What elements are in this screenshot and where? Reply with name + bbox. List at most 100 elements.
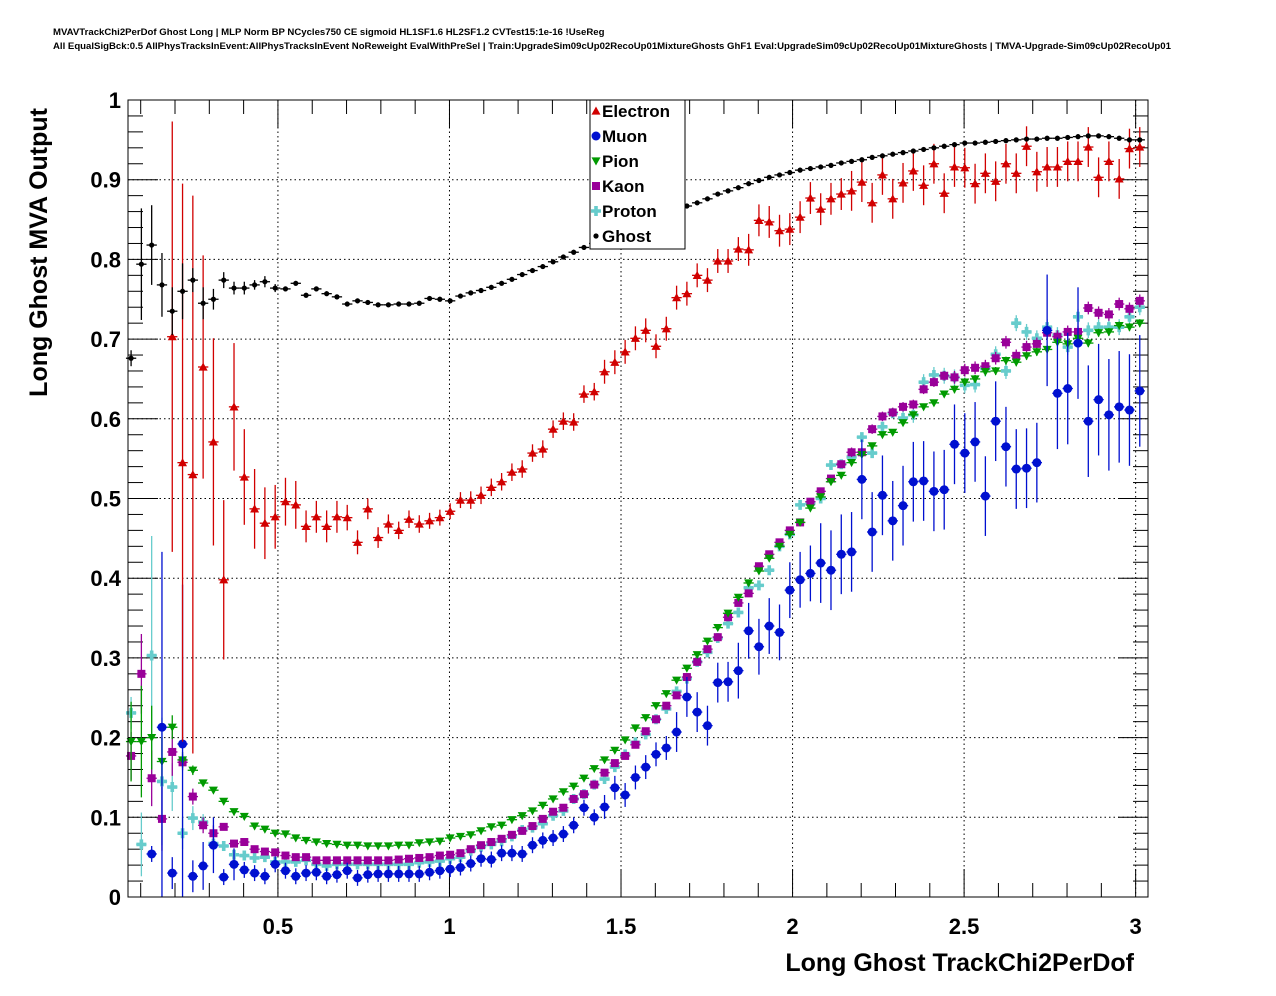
data-point-proton xyxy=(723,618,734,629)
data-point-pion xyxy=(651,702,661,711)
data-point-kaon xyxy=(374,856,383,865)
data-point-kaon xyxy=(1084,304,1093,313)
data-point-pion xyxy=(1124,323,1134,332)
data-point-ghost xyxy=(540,263,546,270)
data-point-ghost xyxy=(766,174,772,180)
data-point-pion xyxy=(1022,352,1032,361)
data-point-muon xyxy=(960,448,970,458)
x-tick-label: 0.5 xyxy=(263,914,294,939)
data-point-kaon xyxy=(281,851,290,860)
data-point-pion xyxy=(208,786,218,795)
data-point-electron xyxy=(517,464,527,473)
data-point-pion xyxy=(764,554,774,563)
data-point-ghost xyxy=(262,279,268,285)
data-point-electron xyxy=(713,256,723,265)
data-point-electron xyxy=(610,357,620,366)
data-point-pion xyxy=(404,841,414,850)
data-point-pion xyxy=(188,766,198,775)
data-point-muon xyxy=(1032,458,1042,468)
data-point-electron xyxy=(980,168,990,177)
data-point-ghost xyxy=(406,301,412,307)
data-point-kaon xyxy=(487,838,496,847)
data-point-pion xyxy=(435,837,445,846)
data-point-muon xyxy=(1124,405,1134,415)
data-point-pion xyxy=(558,788,568,797)
data-point-muon xyxy=(1104,410,1114,420)
data-point-proton xyxy=(733,607,744,618)
data-point-proton xyxy=(970,379,981,390)
data-point-ghost xyxy=(1054,135,1061,141)
data-point-electron xyxy=(795,212,805,221)
data-point-proton xyxy=(877,421,888,432)
data-point-electron xyxy=(970,179,980,188)
data-point-kaon xyxy=(1022,343,1031,352)
data-point-muon xyxy=(157,722,167,732)
data-point-muon xyxy=(538,835,548,845)
data-point-pion xyxy=(836,471,846,480)
data-point-ghost xyxy=(251,282,258,288)
data-point-proton xyxy=(1083,325,1094,336)
data-point-kaon xyxy=(240,838,249,847)
data-point-kaon xyxy=(940,371,949,380)
data-point-muon xyxy=(497,848,507,858)
data-point-electron xyxy=(394,525,404,534)
data-point-ghost xyxy=(519,271,525,278)
legend-marker-kaon xyxy=(592,182,600,190)
data-point-muon xyxy=(610,783,620,793)
data-point-pion xyxy=(1083,339,1093,348)
data-point-electron xyxy=(939,188,949,197)
data-point-muon xyxy=(394,869,404,879)
data-point-muon xyxy=(795,575,805,585)
chart-title-line-2: All EqualSigBck:0.5 AllPhysTracksInEvent… xyxy=(53,41,1172,52)
data-point-ghost xyxy=(457,293,464,299)
data-point-ghost xyxy=(694,200,700,206)
data-point-proton xyxy=(1021,326,1032,337)
data-point-pion xyxy=(1032,348,1042,357)
data-point-pion xyxy=(713,624,723,633)
data-point-electron xyxy=(908,166,918,175)
data-point-ghost xyxy=(1075,134,1081,140)
data-point-kaon xyxy=(929,378,938,387)
data-point-ghost xyxy=(1013,137,1019,143)
data-point-electron xyxy=(229,402,239,411)
data-point-ghost xyxy=(1023,136,1030,142)
data-point-muon xyxy=(651,749,661,759)
data-point-electron xyxy=(507,467,517,476)
x-tick-label: 1 xyxy=(443,914,455,939)
data-point-electron xyxy=(847,186,857,195)
data-point-pion xyxy=(167,723,177,732)
data-point-pion xyxy=(414,839,424,848)
data-point-electron xyxy=(702,275,712,284)
data-point-pion xyxy=(445,834,455,843)
legend-box xyxy=(589,99,686,250)
data-point-ghost xyxy=(437,296,443,302)
legend-marker-electron xyxy=(591,106,601,115)
data-point-muon xyxy=(733,666,743,676)
legend-label-muon: Muon xyxy=(602,127,647,146)
data-point-ghost xyxy=(1085,133,1091,139)
data-point-muon xyxy=(198,861,208,871)
data-point-proton xyxy=(321,860,332,871)
data-point-electron xyxy=(332,512,342,521)
data-point-pion xyxy=(877,431,887,440)
data-point-ghost xyxy=(848,158,855,164)
data-point-ghost xyxy=(354,298,361,304)
data-point-pion xyxy=(497,821,507,830)
data-point-pion xyxy=(939,390,949,399)
data-point-electron xyxy=(1022,141,1032,150)
data-point-kaon xyxy=(507,830,516,839)
data-point-ghost xyxy=(735,185,741,191)
y-tick-label: 0.8 xyxy=(90,247,121,272)
data-point-pion xyxy=(486,823,496,832)
data-point-pion xyxy=(250,822,260,831)
data-point-pion xyxy=(754,567,764,576)
data-point-proton xyxy=(1000,365,1011,376)
data-point-electron xyxy=(1114,174,1124,183)
data-point-ghost xyxy=(756,177,762,184)
data-point-muon xyxy=(167,868,177,878)
data-point-electron xyxy=(1001,159,1011,168)
data-point-ghost xyxy=(581,244,587,251)
data-point-ghost xyxy=(231,285,237,291)
data-point-ghost xyxy=(179,288,186,294)
data-point-ghost xyxy=(1034,136,1040,142)
